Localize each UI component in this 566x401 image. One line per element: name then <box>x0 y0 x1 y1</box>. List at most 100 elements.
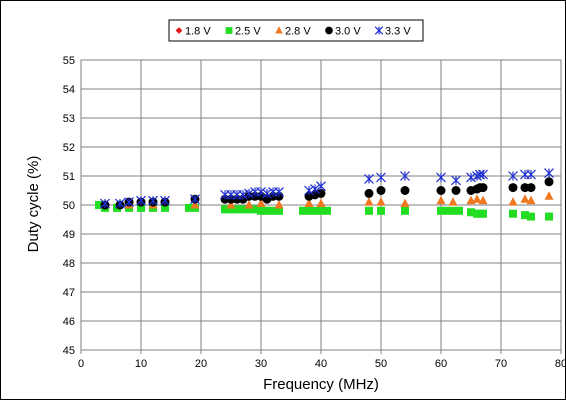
data-point <box>437 206 445 215</box>
data-point <box>323 206 331 215</box>
series-3-3v <box>100 168 554 209</box>
data-point <box>377 206 385 215</box>
data-point <box>400 186 410 195</box>
data-point <box>316 181 326 192</box>
y-tick-label: 53 <box>63 113 75 125</box>
data-point <box>304 185 314 196</box>
data-point <box>449 206 457 215</box>
data-point <box>239 205 247 214</box>
data-point <box>443 206 451 215</box>
data-point <box>436 195 446 205</box>
data-point <box>509 209 517 218</box>
data-point <box>400 171 410 181</box>
data-point <box>479 209 487 218</box>
legend: 1.8 V 2.5 V 2.8 V 3.0 V 3.3 V <box>168 19 424 42</box>
data-point <box>148 195 158 206</box>
x-tick-label: 40 <box>315 358 327 370</box>
data-point <box>137 203 145 212</box>
data-point <box>310 184 320 194</box>
data-point <box>526 195 536 205</box>
data-point <box>365 206 373 215</box>
y-tick-label: 54 <box>63 84 75 96</box>
legend-marker <box>325 26 333 35</box>
data-point <box>400 198 410 208</box>
data-point <box>233 205 241 214</box>
data-point <box>316 198 326 208</box>
x-tick-label: 0 <box>78 358 84 370</box>
data-point <box>227 205 235 214</box>
data-point <box>544 191 554 200</box>
legend-label: 1.8 V <box>185 26 211 38</box>
data-point <box>221 205 229 214</box>
legend-label: 3.0 V <box>335 26 361 38</box>
data-point <box>257 206 265 215</box>
data-point <box>521 211 529 220</box>
data-point <box>136 195 146 206</box>
data-point <box>305 206 313 215</box>
data-point <box>545 212 553 221</box>
data-point <box>467 208 475 217</box>
y-tick-label: 52 <box>63 142 75 154</box>
data-point <box>472 194 482 203</box>
y-tick-label: 46 <box>63 316 75 328</box>
data-point <box>244 200 254 209</box>
data-point <box>263 206 271 215</box>
data-point <box>161 203 169 212</box>
x-axis-label: Frequency (MHz) <box>263 376 379 393</box>
data-point <box>299 206 307 215</box>
data-point <box>508 171 518 181</box>
y-tick-label: 55 <box>63 55 75 67</box>
data-point <box>436 172 446 183</box>
y-tick-label: 51 <box>63 171 75 183</box>
x-tick-label: 20 <box>195 358 207 370</box>
data-point <box>245 205 253 214</box>
data-point <box>269 206 277 215</box>
data-marks <box>95 168 554 221</box>
data-point <box>316 188 326 198</box>
legend-label: 2.8 V <box>285 26 311 38</box>
legend-marker <box>175 27 183 34</box>
y-tick-label: 48 <box>63 258 75 270</box>
y-axis-ticks: 45 46 47 48 49 50 51 52 53 54 55 <box>63 55 75 357</box>
data-point <box>448 197 458 206</box>
x-tick-label: 30 <box>255 358 267 370</box>
data-point <box>364 188 374 198</box>
data-point <box>455 206 463 215</box>
y-axis-label: Duty cycle (%) <box>25 156 42 253</box>
data-point <box>100 198 110 209</box>
y-tick-label: 45 <box>63 345 75 357</box>
data-point <box>95 201 103 209</box>
data-point <box>262 188 272 199</box>
data-point <box>508 183 518 193</box>
data-point <box>256 187 266 197</box>
data-point <box>256 198 266 208</box>
data-point <box>451 186 461 195</box>
data-point <box>508 197 518 206</box>
data-point <box>466 172 476 183</box>
legend-label: 3.3 V <box>385 26 411 38</box>
data-point <box>376 197 386 206</box>
legend-label: 2.5 V <box>235 26 261 38</box>
data-point <box>376 172 386 183</box>
data-point <box>376 186 386 195</box>
data-point <box>190 194 200 205</box>
data-point <box>364 173 374 184</box>
data-point <box>520 194 530 203</box>
data-point <box>226 200 236 209</box>
data-point <box>275 206 283 215</box>
data-point <box>526 169 536 180</box>
data-point <box>451 175 461 186</box>
data-point <box>544 177 554 187</box>
x-tick-label: 50 <box>375 358 387 370</box>
legend-marker <box>225 27 233 34</box>
y-tick-label: 47 <box>63 287 75 299</box>
data-point <box>251 205 259 214</box>
data-point <box>160 195 170 206</box>
data-point <box>478 183 488 193</box>
data-point <box>244 188 254 199</box>
data-point <box>115 198 125 209</box>
data-point <box>311 206 319 215</box>
x-axis-ticks: 0 10 20 30 40 50 60 70 80 <box>78 350 566 370</box>
